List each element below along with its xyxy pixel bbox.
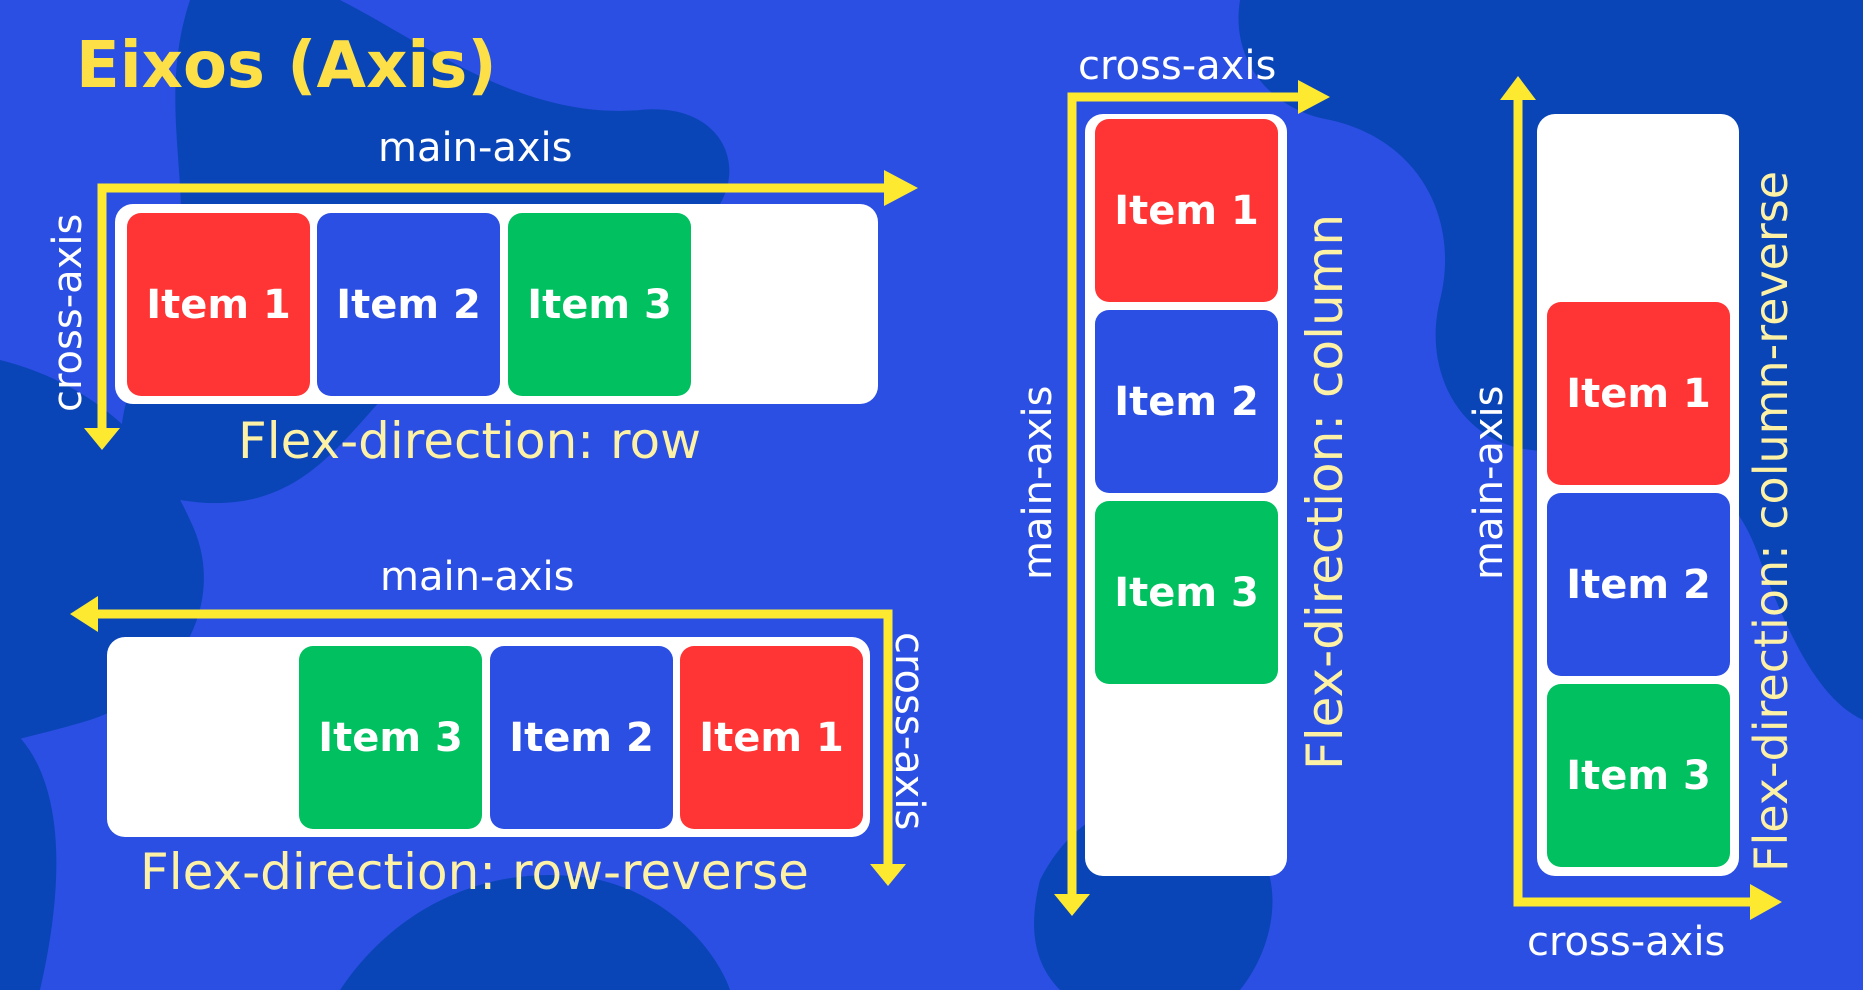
arrowhead-right: [1298, 80, 1330, 114]
arrowhead-up: [1500, 76, 1536, 100]
page-title: Eixos (Axis): [76, 29, 497, 103]
arrowhead-left: [70, 596, 98, 632]
column-reverse-cross-axis-label: cross-axis: [1527, 919, 1726, 965]
row-item-1: Item 1: [127, 213, 310, 396]
row-reverse-main-axis-label: main-axis: [380, 554, 575, 600]
row-item-3: Item 3: [508, 213, 691, 396]
row-reverse-item-2: Item 2: [490, 646, 673, 829]
column-item-2: Item 2: [1095, 310, 1278, 493]
row-item-2: Item 2: [317, 213, 500, 396]
column-reverse-axis-arrow: [1513, 91, 1759, 907]
column-reverse-item-3: Item 3: [1547, 684, 1730, 867]
row-axis-arrow: [97, 183, 895, 437]
row-reverse-item-3: Item 3: [299, 646, 482, 829]
column-flex-container: Item 1 Item 2 Item 3: [1085, 114, 1287, 876]
column-reverse-item-1: Item 1: [1547, 302, 1730, 485]
column-axis-arrow: [1067, 92, 1307, 903]
column-cross-axis-label: cross-axis: [1078, 43, 1277, 89]
row-reverse-flex-container: Item 3 Item 2 Item 1: [107, 637, 870, 837]
column-reverse-item-2: Item 2: [1547, 493, 1730, 676]
row-main-axis-label: main-axis: [378, 125, 573, 171]
arrowhead-down: [870, 864, 906, 886]
row-caption: Flex-direction: row: [238, 412, 701, 470]
column-item-1: Item 1: [1095, 119, 1278, 302]
background-blob: [0, 720, 57, 990]
row-reverse-caption: Flex-direction: row-reverse: [140, 843, 809, 901]
arrowhead-down: [84, 428, 120, 450]
row-reverse-item-1: Item 1: [680, 646, 863, 829]
row-flex-container: Item 1 Item 2 Item 3: [115, 204, 878, 404]
arrowhead-right: [1750, 884, 1782, 920]
column-item-3: Item 3: [1095, 501, 1278, 684]
arrowhead-down: [1054, 894, 1090, 916]
row-reverse-axis-arrow: [87, 609, 893, 873]
background-blob: [340, 874, 730, 990]
column-reverse-flex-container: Item 1 Item 2 Item 3: [1537, 114, 1739, 876]
arrowhead-right: [884, 170, 918, 206]
